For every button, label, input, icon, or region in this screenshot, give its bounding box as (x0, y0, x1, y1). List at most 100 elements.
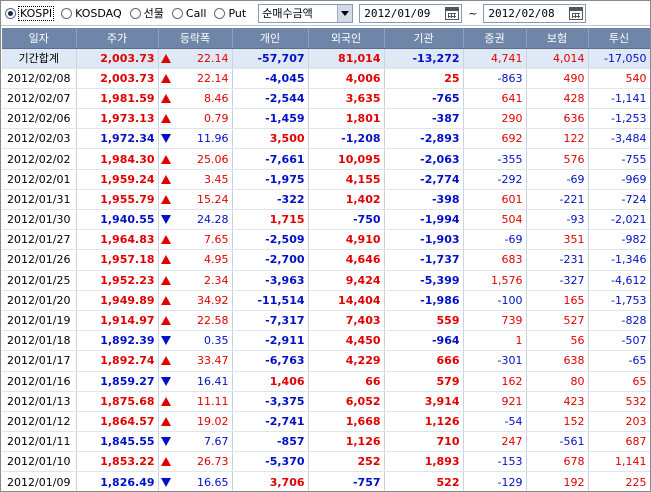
table-row[interactable]: 2012/01/10 1,853.22 26.73 -5,370 252 1,893 -15… (2, 451, 650, 473)
col-header-insurance[interactable]: 보험 (526, 28, 589, 49)
col-header-change[interactable]: 등락폭 (158, 28, 233, 49)
start-date-field[interactable]: 2012/01/09 (359, 3, 463, 23)
cell-price: 1,826.49 (76, 471, 159, 491)
cell-sec: 601 (463, 189, 527, 211)
col-header-personal[interactable]: 개인 (232, 28, 309, 49)
cell-inst: -2,893 (384, 128, 464, 150)
table-row[interactable]: 2012/01/12 1,864.57 19.02 -2,741 1,668 1,126-… (2, 411, 650, 433)
cell-personal: -5,370 (232, 451, 309, 473)
triangle-down-icon (160, 336, 171, 346)
calendar-icon[interactable] (569, 6, 584, 20)
triangle-up-icon (160, 53, 171, 63)
cell-change-value: 11.11 (197, 394, 229, 408)
cell-inst: 1,126 (384, 411, 464, 433)
cell-ins: 678 (526, 451, 589, 473)
cell-foreign: 4,450 (308, 330, 385, 352)
col-header-securities[interactable]: 증권 (463, 28, 527, 49)
table-row[interactable]: 2012/02/06 1,973.13 0.79 -1,459 1,801 -387 290… (2, 108, 650, 130)
radio-put[interactable]: Put (214, 4, 246, 22)
metric-select[interactable]: 순매수금액 (258, 3, 354, 23)
table-row[interactable]: 2012/01/17 1,892.74 33.47 -6,763 4,229 666 -30… (2, 350, 650, 372)
radio-kospi[interactable]: KOSPI (5, 4, 55, 22)
cell-sec: 641 (463, 88, 527, 110)
cell-inst: 579 (384, 371, 464, 392)
cell-change-value: 7.67 (204, 435, 229, 449)
table-row[interactable]: 2012/01/26 1,957.18 4.95 -2,700 4,646 -1,737 6… (2, 249, 650, 271)
cell-trust: -982 (588, 229, 650, 251)
table-row[interactable]: 2012/02/08 2,003.73 22.14 -4,045 4,006 25 -863… (2, 68, 650, 89)
table-row[interactable]: 2012/01/13 1,875.68 11.11 -3,375 6,052 3,914 9… (2, 391, 650, 412)
start-date-value: 2012/01/09 (364, 6, 431, 20)
col-header-date[interactable]: 일자 (2, 28, 77, 49)
radio-call[interactable]: Call (171, 4, 206, 22)
cell-change: 15.24 (158, 189, 233, 211)
end-date-field[interactable]: 2012/02/08 (483, 3, 587, 23)
cell-inst: -387 (384, 108, 464, 130)
table-row[interactable]: 2012/01/18 1,892.39 0.35 -2,911 4,450 -964 1 56… (2, 330, 650, 352)
cell-date: 2012/01/10 (2, 451, 77, 473)
cell-inst: -2,774 (384, 169, 464, 190)
triangle-down-icon (160, 477, 171, 487)
cell-inst: 25 (384, 68, 464, 89)
cell-change: 0.35 (158, 330, 233, 352)
table-row-total[interactable]: 기간합계 2,003.73 22.14 -57,707 81,014 -13,272 4,7… (2, 48, 650, 69)
cell-date: 기간합계 (2, 48, 77, 69)
table-row[interactable]: 2012/01/31 1,955.79 15.24 -322 1,402 -398 601-… (2, 189, 650, 211)
cell-change-value: 0.35 (204, 334, 229, 348)
cell-sec: -69 (463, 229, 527, 251)
investor-data-grid[interactable]: 일자 주가 등락폭 개인 외국인 기관 증권 보험 투신 기간합계 2,003.7… (2, 28, 650, 491)
cell-date: 2012/02/08 (2, 68, 77, 89)
col-header-trust[interactable]: 투신 (588, 28, 650, 49)
table-row[interactable]: 2012/01/30 1,940.55 24.28 1,715 -750 -1,994 50… (2, 209, 650, 231)
cell-inst: 522 (384, 471, 464, 491)
col-header-foreign[interactable]: 외국인 (308, 28, 385, 49)
table-row[interactable]: 2012/01/11 1,845.55 7.67 -857 1,126 710 247 -56… (2, 431, 650, 453)
cell-trust: 1,141 (588, 451, 650, 473)
radio-futures[interactable]: 선물 (129, 4, 164, 22)
table-row[interactable]: 2012/02/02 1,984.30 25.06 -7,661 10,095 -2,06… (2, 148, 650, 170)
cell-date: 2012/01/19 (2, 310, 77, 332)
cell-change: 25.06 (158, 148, 233, 170)
table-row[interactable]: 2012/01/25 1,952.23 2.34 -3,963 9,424 -5,399 1… (2, 270, 650, 291)
cell-trust: 225 (588, 471, 650, 491)
table-row[interactable]: 2012/01/20 1,949.89 34.92 -11,514 14,404 -1,9… (2, 290, 650, 311)
table-row[interactable]: 2012/02/03 1,972.34 11.96 3,500 -1,208 -2,893… (2, 128, 650, 150)
cell-trust: -1,346 (588, 249, 650, 271)
cell-ins: 351 (526, 229, 589, 251)
cell-personal: -7,661 (232, 148, 309, 170)
table-row[interactable]: 2012/01/19 1,914.97 22.58 -7,317 7,403 559 739… (2, 310, 650, 332)
col-header-price[interactable]: 주가 (76, 28, 159, 49)
cell-inst: -964 (384, 330, 464, 352)
cell-date: 2012/02/06 (2, 108, 77, 130)
calendar-icon[interactable] (445, 6, 460, 20)
cell-trust: 687 (588, 431, 650, 453)
cell-sec: -153 (463, 451, 527, 473)
triangle-up-icon (160, 93, 171, 103)
cell-personal: -11,514 (232, 290, 309, 311)
table-row[interactable]: 2012/02/01 1,959.24 3.45 -1,975 4,155 -2,774-… (2, 169, 650, 190)
cell-personal: -57,707 (232, 48, 309, 69)
cell-trust: -969 (588, 169, 650, 190)
cell-price: 1,853.22 (76, 451, 159, 473)
radio-kosdaq[interactable]: KOSDAQ (61, 4, 122, 22)
cell-sec: 504 (463, 209, 527, 231)
cell-change-value: 2.34 (204, 273, 229, 287)
cell-personal: -857 (232, 431, 309, 453)
cell-price: 2,003.73 (76, 48, 159, 69)
table-row[interactable]: 2012/01/27 1,964.83 7.65 -2,509 4,910 -1,903-… (2, 229, 650, 251)
cell-personal: -2,509 (232, 229, 309, 251)
col-header-institution[interactable]: 기관 (384, 28, 464, 49)
triangle-up-icon (160, 114, 171, 124)
cell-date: 2012/01/18 (2, 330, 77, 352)
table-row[interactable]: 2012/01/09 1,826.49 16.65 3,706 -757 522 -129 1… (2, 471, 650, 491)
cell-foreign: 10,095 (308, 148, 385, 170)
cell-price: 1,981.59 (76, 88, 159, 110)
triangle-down-icon (160, 437, 171, 447)
cell-date: 2012/01/09 (2, 471, 77, 491)
cell-inst: -2,063 (384, 148, 464, 170)
table-row[interactable]: 2012/02/07 1,981.59 8.46 -2,544 3,635 -765 641… (2, 88, 650, 110)
chevron-down-icon[interactable] (337, 4, 353, 22)
cell-trust: -755 (588, 148, 650, 170)
cell-sec: 247 (463, 431, 527, 453)
table-row[interactable]: 2012/01/16 1,859.27 16.41 1,406 66 579 162 80 65 (2, 371, 650, 392)
